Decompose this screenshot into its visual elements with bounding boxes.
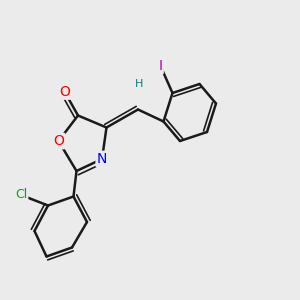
Text: I: I bbox=[158, 59, 163, 73]
Text: H: H bbox=[135, 79, 144, 89]
Text: N: N bbox=[97, 152, 107, 166]
Text: O: O bbox=[59, 85, 70, 98]
Text: O: O bbox=[53, 134, 64, 148]
Text: Cl: Cl bbox=[15, 188, 27, 202]
